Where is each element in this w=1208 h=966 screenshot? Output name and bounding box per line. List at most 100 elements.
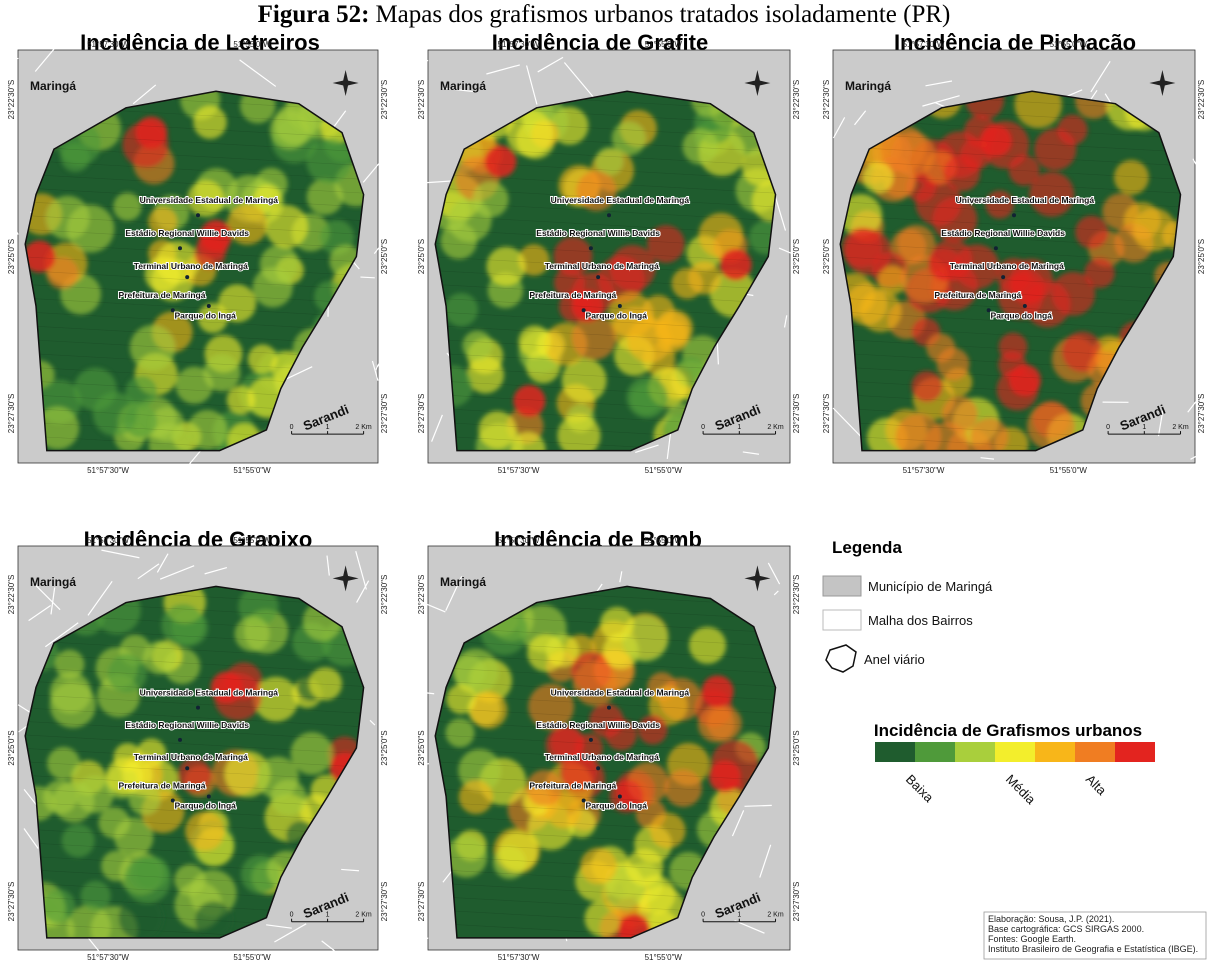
ramp-swatch xyxy=(1115,742,1155,762)
city-label: Maringá xyxy=(440,575,486,589)
place-label: Terminal Urbano de Maringá xyxy=(134,752,248,762)
ramp-label: Média xyxy=(1003,772,1039,808)
heat-blob xyxy=(459,780,493,814)
lat-label: 23°22'30"S xyxy=(7,80,16,120)
lat-label: 23°25'0"S xyxy=(380,730,389,765)
lat-label: 23°25'0"S xyxy=(792,239,801,274)
scale-label: 2 Km xyxy=(355,912,372,919)
place-dot xyxy=(1012,213,1016,217)
lon-label: 51°57'30"W xyxy=(903,40,945,49)
city-label: Maringá xyxy=(30,79,76,93)
scale-label: 1 xyxy=(737,424,741,431)
heat-blob xyxy=(265,205,308,248)
lon-label: 51°55'0"W xyxy=(233,40,271,49)
city-label: Maringá xyxy=(845,79,891,93)
heat-blob xyxy=(576,171,616,211)
lon-label: 51°55'0"W xyxy=(233,536,271,545)
lon-label: 51°57'30"W xyxy=(903,466,945,475)
ramp-swatch xyxy=(995,742,1035,762)
lat-label: 23°25'0"S xyxy=(792,730,801,765)
city-label: Maringá xyxy=(440,79,486,93)
ramp-swatch xyxy=(915,742,955,762)
place-label: Parque do Ingá xyxy=(586,310,648,320)
legend-swatch xyxy=(823,576,861,596)
place-label: Parque do Ingá xyxy=(586,801,648,811)
place-dot xyxy=(596,275,600,279)
heat-blob xyxy=(227,204,268,245)
place-label: Prefeitura de Maringá xyxy=(119,290,206,300)
place-dot xyxy=(185,766,189,770)
city-label: Maringá xyxy=(30,575,76,589)
scale-label: 0 xyxy=(290,912,294,919)
ramp-swatch xyxy=(875,742,915,762)
map-panel: Incidência de GrafiteMaringáSarandiUnive… xyxy=(417,30,814,475)
caption-label: Figura 52: xyxy=(258,1,370,28)
lon-label: 51°55'0"W xyxy=(1050,40,1088,49)
lat-label: 23°22'30"S xyxy=(417,575,426,615)
scale-label: 0 xyxy=(701,424,705,431)
place-dot xyxy=(589,738,593,742)
heat-blob xyxy=(253,267,293,307)
lat-label: 23°22'30"S xyxy=(380,80,389,120)
scale-label: 2 Km xyxy=(1172,424,1189,431)
heat-blob xyxy=(126,375,158,407)
lat-label: 23°27'30"S xyxy=(1197,394,1206,434)
heat-blob xyxy=(43,780,77,814)
heat-blob xyxy=(257,757,299,799)
heat-blob xyxy=(62,824,95,857)
heat-blob xyxy=(143,641,177,675)
place-dot xyxy=(207,794,211,798)
street xyxy=(0,58,18,63)
place-label: Universidade Estadual de Maringá xyxy=(956,195,1095,205)
place-dot xyxy=(1001,275,1005,279)
lon-label: 51°55'0"W xyxy=(645,953,683,961)
place-label: Terminal Urbano de Maringá xyxy=(545,752,659,762)
place-label: Estádio Regional Willie Davids xyxy=(125,720,249,730)
place-dot xyxy=(607,706,611,710)
heat-blob xyxy=(702,675,734,707)
place-label: Estádio Regional Willie Davids xyxy=(941,228,1065,238)
lon-label: 51°57'30"W xyxy=(87,536,129,545)
scale-label: 1 xyxy=(326,424,330,431)
street xyxy=(392,923,428,938)
lon-label: 51°55'0"W xyxy=(645,40,683,49)
place-dot xyxy=(994,246,998,250)
heat-blob xyxy=(444,293,478,327)
credit-line: Instituto Brasileiro de Geografia e Esta… xyxy=(988,944,1198,954)
lat-label: 23°22'30"S xyxy=(792,575,801,615)
scale-label: 2 Km xyxy=(767,424,784,431)
credits: Elaboração: Sousa, J.P. (2021). Base car… xyxy=(984,912,1206,959)
ramp-title: Incidência de Grafismos urbanos xyxy=(874,721,1142,740)
lon-label: 51°57'30"W xyxy=(87,40,129,49)
scale-label: 2 Km xyxy=(767,912,784,919)
maps: Incidência de LetreirosMaringáSarandiUni… xyxy=(0,30,1208,961)
legend: Legenda Município de Maringá Malha dos B… xyxy=(823,538,1155,808)
place-dot xyxy=(618,794,622,798)
place-dot xyxy=(178,738,182,742)
place-label: Estádio Regional Willie Davids xyxy=(125,228,249,238)
heat-blob xyxy=(527,634,564,671)
place-label: Estádio Regional Willie Davids xyxy=(536,228,660,238)
legend-item: Município de Maringá xyxy=(868,579,993,594)
heat-blob xyxy=(129,858,161,890)
lat-label: 23°25'0"S xyxy=(1197,239,1206,274)
lat-label: 23°25'0"S xyxy=(417,239,426,274)
credit-line: Fontes: Google Earth. xyxy=(988,934,1076,944)
scale-label: 2 Km xyxy=(355,424,372,431)
place-dot xyxy=(178,246,182,250)
place-label: Parque do Ingá xyxy=(174,310,236,320)
lon-label: 51°55'0"W xyxy=(233,953,271,961)
caption-text: Mapas dos grafismos urbanos tratados iso… xyxy=(375,1,950,28)
heat-blob xyxy=(185,811,225,851)
lon-label: 51°55'0"W xyxy=(645,536,683,545)
lon-label: 51°57'30"W xyxy=(498,40,540,49)
heat-blob xyxy=(937,348,970,381)
heat-blob xyxy=(270,110,309,149)
heat-blob xyxy=(612,121,646,155)
place-label: Parque do Ingá xyxy=(991,310,1053,320)
place-dot xyxy=(196,213,200,217)
lat-label: 23°27'30"S xyxy=(822,394,831,434)
ramp-swatch xyxy=(955,742,995,762)
place-dot xyxy=(1023,304,1027,308)
map-panel: Incidência de BombMaringáSarandiUniversi… xyxy=(392,527,801,961)
